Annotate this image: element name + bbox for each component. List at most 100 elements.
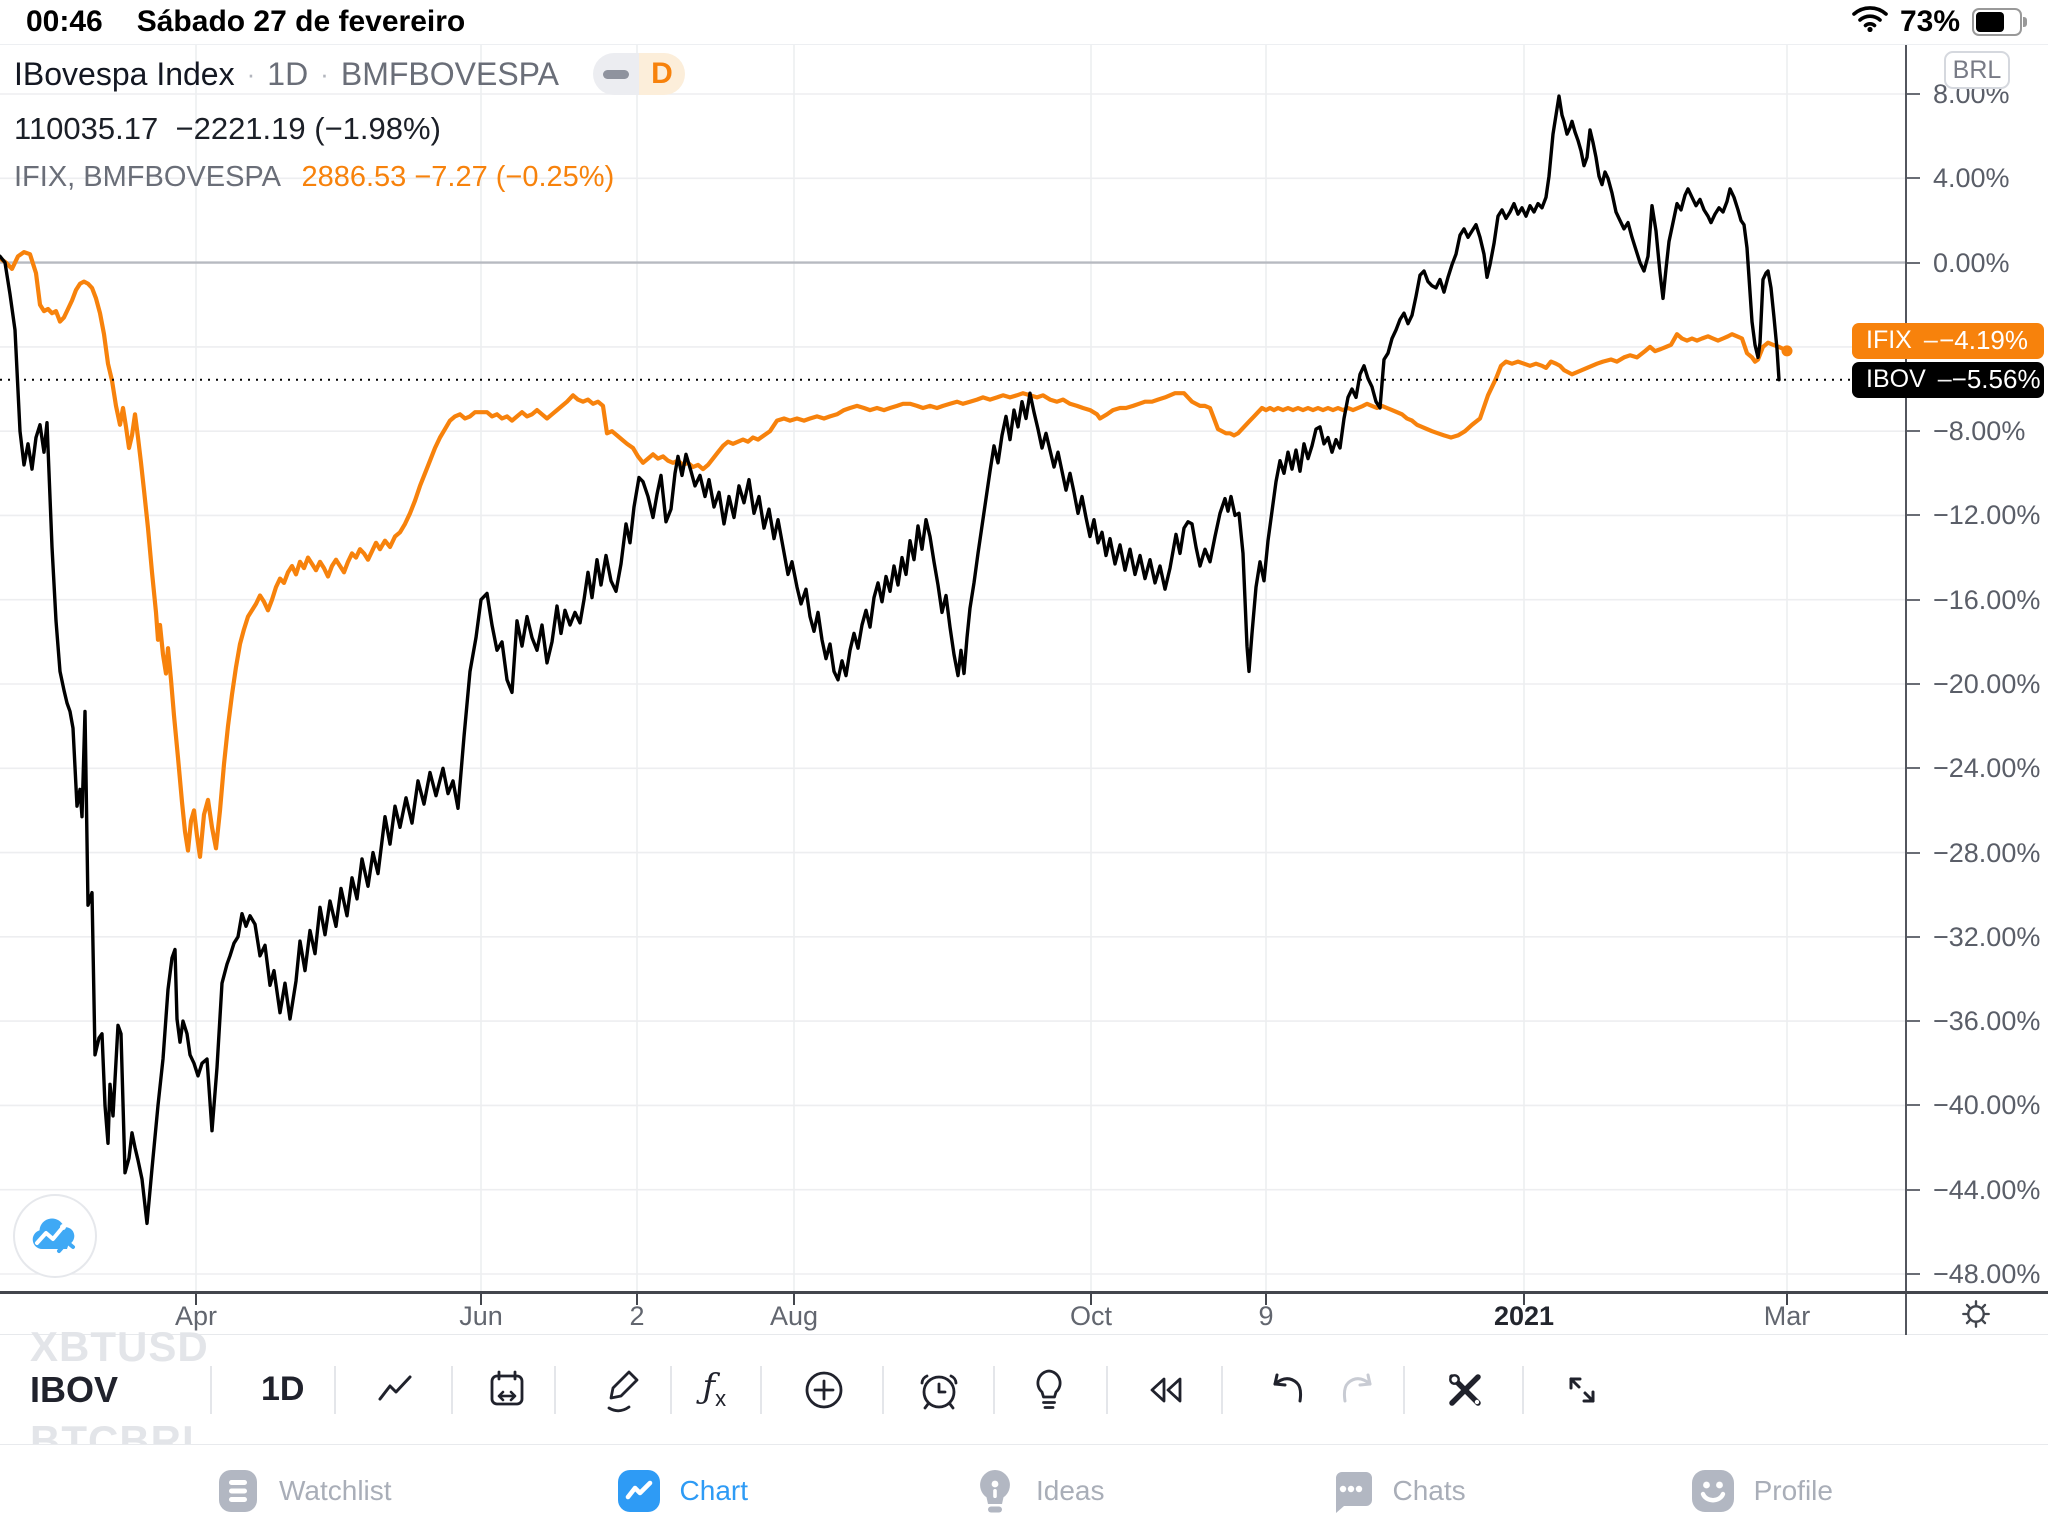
chart-tab-icon <box>617 1469 660 1512</box>
profile-icon <box>1691 1469 1734 1512</box>
y-axis-label: −36.00% <box>1933 1006 2041 1037</box>
add-button[interactable] <box>799 1365 849 1415</box>
x-axis-label: 2021 <box>1493 1301 1555 1331</box>
fullscreen-button[interactable] <box>1560 1368 1604 1412</box>
y-axis-tick <box>1907 935 1920 938</box>
x-axis-tick <box>1265 1294 1267 1305</box>
plus-circle-icon <box>805 1371 843 1408</box>
background-symbol-xbtusd: XBTUSD <box>30 1323 209 1370</box>
watchlist-icon <box>219 1469 257 1512</box>
line-chart-icon <box>378 1375 412 1400</box>
chart-panel[interactable]: 8.00%4.00%0.00%−4.00%−8.00%−12.00%−16.00… <box>0 44 2048 1292</box>
hide-series-toggle[interactable] <box>592 53 639 95</box>
x-axis-tick <box>636 1294 638 1305</box>
tools-icon <box>1449 1373 1481 1406</box>
chats-icon <box>1336 1471 1373 1513</box>
y-axis-label: −8.00% <box>1933 416 2026 447</box>
interval-label[interactable]: 1D <box>267 55 309 92</box>
battery-icon <box>1972 8 2027 36</box>
nav-chats[interactable]: Chats <box>1328 1468 1466 1514</box>
ideas-toolbar-button[interactable] <box>1028 1366 1070 1414</box>
x-axis-label: Aug <box>769 1301 819 1331</box>
indicators-button[interactable]: ƒx <box>702 1367 727 1411</box>
compare-quote-row[interactable]: IFIX, BMFBOVESPA 2886.53 −7.27 (−0.25%) <box>14 161 685 194</box>
price-axis[interactable]: 8.00%4.00%0.00%−4.00%−8.00%−12.00%−16.00… <box>1905 45 2048 1292</box>
daily-interval-badge[interactable]: D <box>638 53 685 95</box>
y-axis-tick <box>1907 1104 1920 1107</box>
toolbar-symbol-button[interactable]: IBOV <box>30 1368 119 1410</box>
alert-button[interactable] <box>915 1366 963 1414</box>
compare-values: 2886.53 −7.27 (−0.25%) <box>301 161 615 193</box>
gear-icon <box>1962 1300 1990 1328</box>
y-axis-tick <box>1907 598 1920 601</box>
nav-chart[interactable]: Chart <box>616 1468 748 1514</box>
y-axis-label: −12.00% <box>1933 500 2041 531</box>
calendar-range-icon <box>491 1370 524 1405</box>
y-axis-label: −44.00% <box>1933 1174 2041 1205</box>
price-label-ifix: IFIX – −4.19% <box>1852 322 2044 359</box>
alarm-clock-icon <box>920 1374 958 1409</box>
price-label-ibov: IBOV – −5.56% <box>1852 361 2044 398</box>
price-chart-plot[interactable] <box>0 45 1905 1292</box>
minus-icon <box>602 69 629 79</box>
status-date: Sábado 27 de fevereiro <box>136 5 466 38</box>
y-axis-label: −16.00% <box>1933 584 2041 615</box>
x-axis-tick <box>1090 1294 1092 1305</box>
undo-icon <box>1273 1373 1303 1402</box>
x-axis-label: Oct <box>1069 1301 1112 1331</box>
chart-settings-button[interactable] <box>1954 1294 1998 1339</box>
redo-icon <box>1343 1373 1372 1402</box>
pen-icon <box>608 1370 639 1412</box>
x-axis-tick <box>1786 1294 1788 1305</box>
time-axis[interactable]: Apr Jun 2 Aug Oct 9 2021 Mar <box>0 1291 2048 1335</box>
tools-button[interactable] <box>1441 1366 1489 1414</box>
chart-type-button[interactable] <box>373 1368 417 1412</box>
y-axis-label: −28.00% <box>1933 837 2041 868</box>
nav-profile[interactable]: Profile <box>1690 1468 1833 1514</box>
draw-button[interactable] <box>603 1366 643 1414</box>
series-visibility-toggle[interactable]: D <box>592 53 685 95</box>
symbol-title[interactable]: IBovespa Index <box>14 55 235 92</box>
y-axis-label: 0.00% <box>1933 247 2010 278</box>
x-axis-label: Mar <box>1763 1301 1811 1331</box>
undo-button[interactable] <box>1265 1368 1305 1412</box>
rewind-icon <box>1150 1377 1182 1402</box>
y-axis-tick <box>1907 767 1920 770</box>
x-axis-tick <box>793 1294 795 1305</box>
battery-percent: 73% <box>1899 5 1960 38</box>
bottom-navigation: Watchlist Chart Ideas Chats Profile <box>0 1444 2048 1536</box>
status-bar: 00:46 Sábado 27 de fevereiro 73% <box>0 0 2048 44</box>
x-axis-label: 2 <box>629 1301 645 1331</box>
chart-toolbar: XBTUSD BTCBRL IBOV 1D <box>0 1323 2048 1464</box>
x-axis-label: Jun <box>459 1301 503 1331</box>
y-axis-tick <box>1907 1020 1920 1023</box>
y-axis-tick <box>1907 261 1920 264</box>
y-axis-tick <box>1907 683 1920 685</box>
nav-watchlist[interactable]: Watchlist <box>215 1468 392 1514</box>
ideas-icon <box>980 1469 1010 1512</box>
exchange-label: BMFBOVESPA <box>340 55 559 92</box>
y-axis-label: −40.00% <box>1933 1090 2041 1121</box>
currency-badge[interactable]: BRL <box>1944 51 2010 89</box>
replay-button[interactable] <box>1144 1368 1188 1412</box>
expand-icon <box>1569 1377 1595 1402</box>
y-axis-label: 4.00% <box>1933 163 2010 194</box>
main-quote-values: 110035.17 −2221.19 (−1.98%) <box>14 111 441 146</box>
y-axis-tick <box>1907 430 1920 433</box>
tradingview-logo[interactable] <box>13 1194 97 1278</box>
y-axis-tick <box>1907 1272 1920 1275</box>
y-axis-tick <box>1907 177 1920 180</box>
y-axis-label: −24.00% <box>1933 753 2041 784</box>
y-axis-label: −20.00% <box>1933 669 2041 699</box>
y-axis-label: −48.00% <box>1933 1258 2041 1289</box>
chart-header: IBovespa Index · 1D · BMFBOVESPA D 11003… <box>14 53 685 194</box>
wifi-icon <box>1852 4 1888 40</box>
y-axis-tick <box>1907 851 1920 854</box>
toolbar-interval-button[interactable]: 1D <box>261 1370 305 1408</box>
lightbulb-icon <box>1036 1369 1062 1409</box>
y-axis-tick <box>1907 514 1920 517</box>
redo-button[interactable] <box>1340 1368 1380 1412</box>
status-time: 00:46 <box>26 5 103 38</box>
date-range-button[interactable] <box>483 1366 531 1414</box>
nav-ideas[interactable]: Ideas <box>972 1468 1104 1514</box>
